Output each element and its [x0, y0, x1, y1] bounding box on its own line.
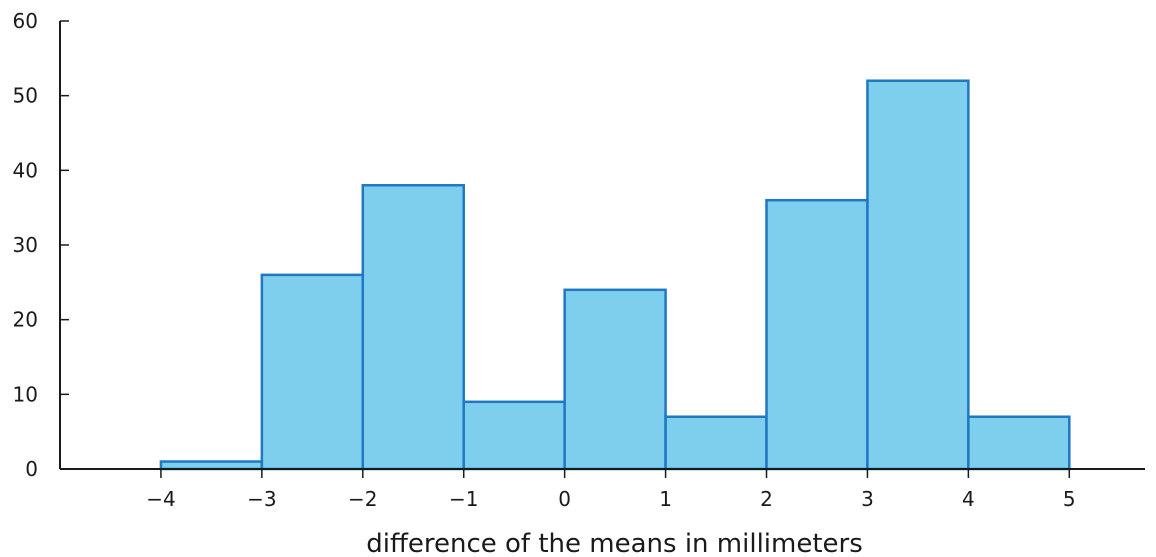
histogram-bar-2 [361, 184, 465, 471]
histogram-bar-3 [462, 400, 566, 471]
x-tick-label: 0 [558, 487, 571, 511]
y-tick-label: 20 [13, 308, 38, 332]
histogram-bar-7 [866, 79, 970, 471]
histogram-bar-6 [765, 198, 869, 471]
y-tick-label: 10 [13, 382, 38, 406]
histogram-bar-0 [159, 460, 264, 471]
x-tick-label: 4 [962, 487, 975, 511]
y-tick-label: 60 [13, 9, 38, 33]
x-tick-label: 3 [861, 487, 874, 511]
y-tick-label: 0 [25, 457, 38, 481]
y-tick-label: 50 [13, 84, 38, 108]
x-tick-label: −4 [146, 487, 175, 511]
x-tick-label: 1 [659, 487, 672, 511]
x-tick-label: −3 [247, 487, 276, 511]
x-tick-label: 2 [760, 487, 773, 511]
x-tick-label: −1 [449, 487, 478, 511]
x-tick-label: −2 [348, 487, 377, 511]
histogram-bar-8 [967, 415, 1071, 471]
histogram-bar-1 [260, 273, 365, 471]
bars-group [159, 79, 1071, 471]
histogram-bar-4 [563, 288, 667, 471]
y-axis: 0 10 20 30 40 50 60 [13, 9, 69, 481]
x-axis-title: difference of the means in millimeters [366, 529, 863, 557]
histogram-bar-5 [664, 415, 768, 471]
y-tick-label: 30 [13, 233, 38, 257]
x-tick-label: 5 [1063, 487, 1076, 511]
x-axis: −4 −3 −2 −1 0 1 2 3 4 5 [60, 468, 1145, 511]
y-tick-label: 40 [13, 158, 38, 182]
